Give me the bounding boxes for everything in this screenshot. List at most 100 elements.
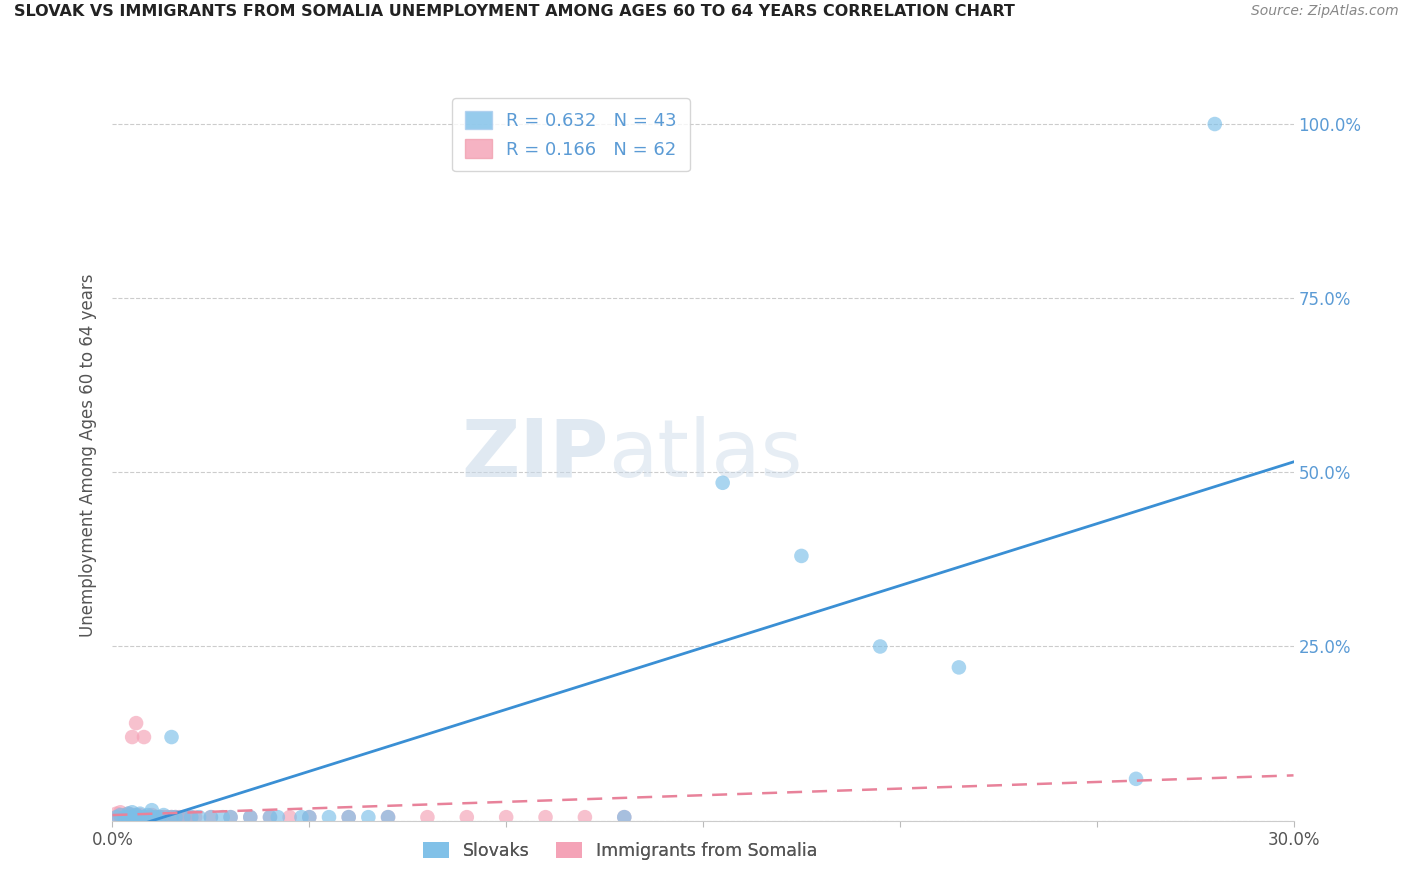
Point (278, 810, 301, 824)
Point (141, 810, 163, 824)
Point (176, 810, 198, 824)
Point (145, 810, 167, 824)
Point (112, 810, 135, 824)
Point (145, 810, 167, 824)
Point (377, 810, 399, 824)
Point (112, 808, 135, 822)
Point (125, 808, 148, 822)
Point (298, 810, 321, 824)
Point (869, 640, 891, 654)
Point (160, 810, 183, 824)
Point (152, 810, 174, 824)
Point (129, 808, 152, 822)
Point (141, 803, 163, 817)
Point (125, 810, 148, 824)
Point (121, 810, 143, 824)
Point (613, 810, 636, 824)
Point (165, 810, 187, 824)
Point (110, 810, 132, 824)
Text: Source: ZipAtlas.com: Source: ZipAtlas.com (1251, 4, 1399, 19)
Point (357, 810, 380, 824)
Point (117, 810, 139, 824)
Point (188, 810, 211, 824)
Point (172, 810, 194, 824)
Point (711, 475, 734, 490)
Point (377, 810, 399, 824)
Point (267, 810, 290, 824)
Point (136, 808, 159, 822)
Point (112, 810, 135, 824)
Point (117, 806, 139, 821)
Text: atlas: atlas (609, 416, 803, 494)
Point (172, 810, 194, 824)
Point (145, 810, 167, 824)
Point (156, 810, 179, 824)
Point (160, 810, 183, 824)
Point (110, 808, 132, 822)
Point (156, 810, 179, 824)
Point (534, 810, 557, 824)
Point (456, 810, 478, 824)
Point (110, 810, 132, 824)
Point (132, 810, 155, 824)
Point (239, 810, 262, 824)
Point (125, 716, 148, 731)
Point (132, 810, 155, 824)
Point (160, 810, 183, 824)
Point (152, 808, 174, 822)
Legend: Slovaks, Immigrants from Somalia: Slovaks, Immigrants from Somalia (416, 835, 824, 867)
Point (169, 810, 191, 824)
Point (121, 730, 143, 744)
Point (121, 810, 143, 824)
Point (141, 808, 163, 822)
Point (149, 810, 172, 824)
Point (105, 810, 128, 824)
Point (125, 810, 148, 824)
Point (121, 805, 143, 820)
Point (129, 810, 152, 824)
Point (112, 810, 135, 824)
Point (132, 730, 155, 744)
Point (337, 810, 360, 824)
Point (416, 810, 439, 824)
Point (129, 806, 152, 821)
Point (219, 810, 242, 824)
Point (1204, 117, 1226, 131)
Point (117, 808, 139, 822)
Point (200, 810, 222, 824)
Point (180, 810, 202, 824)
Point (117, 806, 139, 821)
Point (121, 810, 143, 824)
Text: ZIP: ZIP (461, 416, 609, 494)
Point (180, 810, 202, 824)
Point (129, 810, 152, 824)
Text: SLOVAK VS IMMIGRANTS FROM SOMALIA UNEMPLOYMENT AMONG AGES 60 TO 64 YEARS CORRELA: SLOVAK VS IMMIGRANTS FROM SOMALIA UNEMPL… (14, 4, 1015, 20)
Point (121, 808, 143, 822)
Point (259, 810, 281, 824)
Point (105, 806, 128, 821)
Point (117, 810, 139, 824)
Point (318, 810, 340, 824)
Point (136, 810, 159, 824)
Point (184, 810, 207, 824)
Point (152, 810, 174, 824)
Point (948, 660, 970, 674)
Point (200, 810, 222, 824)
Point (790, 549, 813, 563)
Point (117, 810, 139, 824)
Point (165, 810, 187, 824)
Point (136, 810, 159, 824)
Point (574, 810, 596, 824)
Point (1125, 772, 1147, 786)
Point (110, 808, 132, 822)
Point (160, 730, 183, 744)
Point (290, 810, 312, 824)
Point (495, 810, 517, 824)
Point (132, 810, 155, 824)
Point (165, 810, 187, 824)
Point (613, 810, 636, 824)
Point (125, 808, 148, 822)
Point (129, 810, 152, 824)
Point (110, 805, 132, 820)
Point (105, 810, 128, 824)
